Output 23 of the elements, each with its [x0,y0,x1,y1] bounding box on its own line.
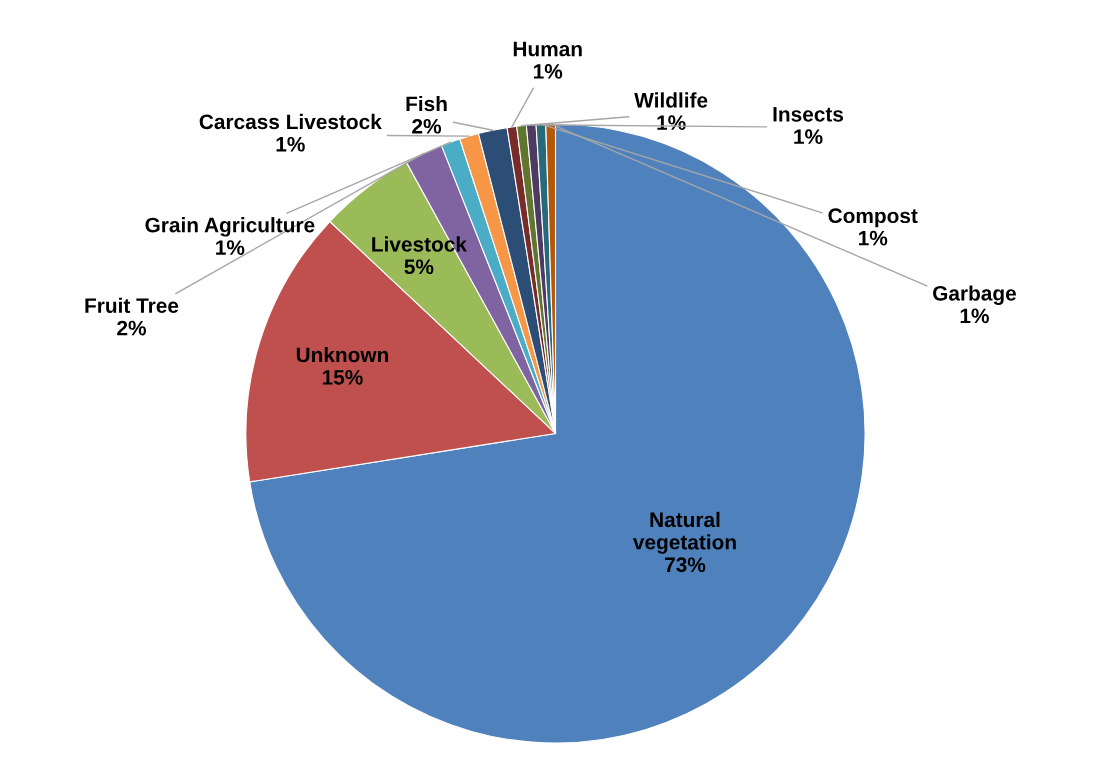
data-label: 1% [960,308,989,324]
data-label: 1% [794,129,823,145]
data-label: 1% [276,136,305,152]
data-label: 15% [322,370,363,385]
slice-label: Garbage [933,285,1016,305]
data-label: 1% [216,240,245,255]
slice-label: Fish [406,95,447,112]
data-label: 1% [533,64,563,79]
data-label: 5% [404,259,434,275]
slice-label: Carcass Livestock [199,113,382,130]
slice-label: Natural vegetation [632,511,736,554]
slice-label: Insects [773,107,844,122]
slice-label: Human [513,41,582,57]
data-label: 1% [657,115,686,131]
data-label: 2% [117,320,146,336]
data-label: 1% [859,230,888,246]
data-label: 2% [412,118,442,134]
data-label: 73% [665,557,706,573]
slice-label: Unknown [296,346,389,363]
slice-label: Compost [828,208,918,228]
slice-label: Fruit Tree [85,297,179,314]
slice-label: Grain Agriculture [145,217,315,237]
slice-label: Wildlife [634,92,708,108]
